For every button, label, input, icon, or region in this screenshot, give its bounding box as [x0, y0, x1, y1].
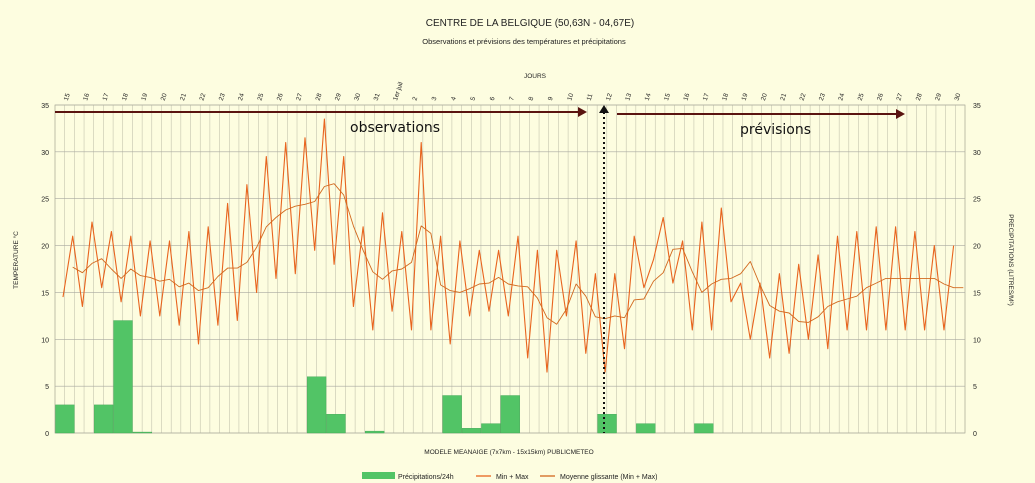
y-tick-label-right: 5 — [973, 384, 977, 391]
day-label: 13 — [624, 92, 633, 101]
day-label: 26 — [276, 92, 285, 101]
precipitation-bar — [132, 431, 153, 434]
day-label: 25 — [857, 92, 866, 101]
day-label: 8 — [528, 96, 536, 102]
day-label: 23 — [818, 92, 827, 101]
y-tick-label-left: 5 — [45, 384, 49, 391]
y-tick-label-left: 15 — [41, 290, 49, 297]
day-label: 17 — [102, 92, 111, 101]
min-max-line — [62, 118, 955, 373]
legend-label: Moyenne glissante (Min + Max) — [560, 474, 657, 481]
y-tick-label-right: 30 — [973, 150, 981, 157]
y-tick-label-left: 25 — [41, 197, 49, 204]
annotation-previsions: prévisions — [740, 122, 811, 138]
y-tick-label-left: 30 — [41, 150, 49, 157]
day-label: 2 — [411, 96, 419, 102]
today-divider-arrowhead — [599, 105, 609, 113]
day-label: 16 — [82, 92, 91, 101]
precipitation-bar — [326, 414, 346, 434]
precipitation-bar — [500, 395, 520, 434]
day-label: 9 — [547, 96, 555, 102]
y-tick-label-right: 25 — [973, 197, 981, 204]
previsions-arrowhead — [896, 109, 905, 119]
y-tick-label-left: 35 — [41, 103, 49, 110]
legend-label: Précipitations/24h — [398, 474, 454, 481]
day-label: 15 — [63, 92, 72, 101]
day-label: 18 — [121, 92, 130, 101]
day-label: 22 — [799, 92, 808, 101]
day-label: 6 — [489, 96, 497, 102]
day-label: 28 — [915, 92, 924, 101]
day-label: 16 — [683, 92, 692, 101]
legend-label: Min + Max — [496, 474, 529, 481]
day-label: 14 — [644, 92, 653, 101]
day-label: 20 — [160, 92, 169, 101]
observations-arrowhead — [578, 107, 587, 117]
day-label: 17 — [702, 92, 711, 101]
day-label: 19 — [741, 92, 750, 101]
day-label: 25 — [257, 92, 266, 101]
precipitation-bar — [461, 428, 482, 434]
annotation-observations: observations — [350, 120, 440, 136]
bottom-model-label: MODELE MEANAIGE (7x7km - 15x15km) PUBLIC… — [424, 449, 593, 456]
day-label: 27 — [895, 92, 904, 101]
moving-average-line — [72, 183, 964, 325]
day-label: 24 — [237, 92, 246, 101]
day-label: 21 — [179, 92, 188, 101]
y-tick-label-left: 20 — [41, 244, 49, 251]
day-label: 26 — [876, 92, 885, 101]
y-axis-left-label: TEMPERATURE °C — [12, 231, 20, 289]
day-label: 18 — [721, 92, 730, 101]
y-tick-label-right: 20 — [973, 244, 981, 251]
day-label: 29 — [934, 92, 943, 101]
chart-subtitle: Observations et prévisions des températu… — [422, 37, 626, 46]
day-label: 15 — [663, 92, 672, 101]
day-label: 30 — [353, 92, 362, 101]
y-tick-label-right: 10 — [973, 337, 981, 344]
day-label: 22 — [198, 92, 207, 101]
y-tick-label-right: 15 — [973, 290, 981, 297]
day-label: 4 — [450, 96, 458, 102]
day-label: 3 — [431, 96, 439, 102]
precipitation-bar — [694, 423, 714, 434]
day-label: 24 — [837, 92, 846, 101]
y-tick-label-right: 35 — [973, 103, 981, 110]
precipitation-bar — [94, 404, 114, 434]
precipitation-bar — [55, 404, 75, 434]
day-label: 11 — [586, 93, 595, 102]
day-label: 30 — [954, 92, 963, 101]
plot-area — [54, 104, 966, 434]
precipitation-bar — [307, 376, 327, 434]
y-tick-label-left: 10 — [41, 337, 49, 344]
day-label: 23 — [218, 92, 227, 101]
y-tick-label-right: 0 — [973, 431, 977, 438]
y-axis-right-label: PRECIPITATIONS (LITRES/M²) — [1007, 214, 1014, 306]
y-tick-label-left: 0 — [45, 431, 49, 438]
chart-title: CENTRE DE LA BELGIQUE (50,63N - 04,67E) — [426, 18, 634, 29]
day-label: 10 — [566, 92, 575, 101]
day-label: 27 — [295, 92, 304, 101]
day-label: 28 — [315, 92, 324, 101]
day-label: 31 — [373, 92, 382, 101]
day-label: 12 — [605, 92, 614, 101]
top-axis-label: JOURS — [524, 73, 547, 80]
precipitation-bar — [597, 414, 617, 434]
precipitation-bar — [113, 320, 133, 434]
day-label: 29 — [334, 92, 343, 101]
precipitation-bar — [365, 430, 385, 434]
day-label: 20 — [760, 92, 769, 101]
day-label: 7 — [508, 96, 516, 102]
precipitation-bar — [636, 423, 656, 434]
legend-swatch-bar — [362, 472, 395, 479]
day-label: 5 — [470, 96, 478, 102]
day-label: 21 — [779, 92, 788, 101]
precipitation-bar — [481, 423, 501, 434]
precipitation-bar — [442, 395, 462, 434]
day-label: 19 — [140, 92, 149, 101]
